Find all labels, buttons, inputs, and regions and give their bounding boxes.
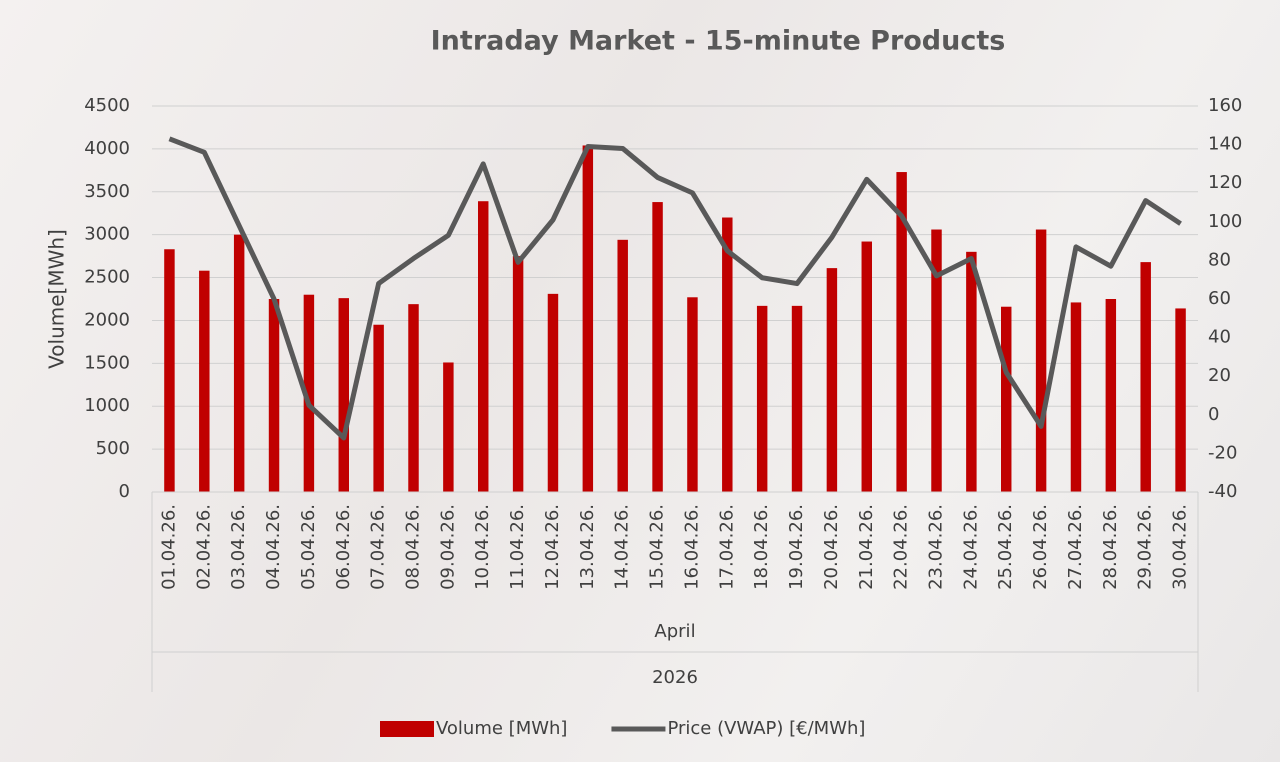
y2-tick-label: 160 — [1208, 95, 1242, 116]
bar — [1071, 302, 1081, 492]
y2-tick-label: -20 — [1208, 442, 1237, 463]
y-tick-label: 3000 — [84, 224, 130, 245]
y2-tick-label: 100 — [1208, 211, 1242, 232]
bar — [199, 271, 209, 492]
chart-title: Intraday Market - 15-minute Products — [431, 26, 1006, 57]
bar — [234, 235, 244, 492]
x-tick-label: 12.04.26. — [542, 504, 563, 590]
bar — [164, 249, 174, 492]
x-tick-label: 28.04.26. — [1100, 504, 1121, 590]
y2-tick-label: 140 — [1208, 134, 1242, 155]
x-tick-label: 07.04.26. — [368, 504, 389, 590]
bar — [339, 298, 349, 492]
y-tick-label: 2500 — [84, 267, 130, 288]
x-tick-label: 29.04.26. — [1135, 504, 1156, 590]
x-tick-label: 03.04.26. — [228, 504, 249, 590]
x-tick-label: 20.04.26. — [821, 504, 842, 590]
x-tick-label: 13.04.26. — [577, 504, 598, 590]
y-tick-label: 1500 — [84, 352, 130, 373]
x-tick-label: 25.04.26. — [995, 504, 1016, 590]
x-group-label: 2026 — [652, 667, 698, 688]
y2-tick-label: 120 — [1208, 172, 1242, 193]
y-tick-label: 1000 — [84, 395, 130, 416]
bar — [443, 362, 453, 492]
bar — [827, 268, 837, 492]
bar — [548, 294, 558, 492]
x-tick-label: 11.04.26. — [507, 504, 528, 590]
x-tick-label: 10.04.26. — [472, 504, 493, 590]
bar — [583, 145, 593, 492]
x-tick-label: 21.04.26. — [856, 504, 877, 590]
x-tick-label: 01.04.26. — [158, 504, 179, 590]
y2-tick-label: -40 — [1208, 481, 1237, 502]
bar — [513, 256, 523, 492]
bar — [862, 242, 872, 492]
bar — [1106, 299, 1116, 492]
y2-tick-label: 60 — [1208, 288, 1231, 309]
bar — [1140, 262, 1150, 492]
bar — [757, 306, 767, 492]
y-tick-label: 3500 — [84, 181, 130, 202]
y2-tick-label: 0 — [1208, 404, 1219, 425]
bar — [408, 304, 418, 492]
bar — [1036, 230, 1046, 492]
x-tick-label: 14.04.26. — [612, 504, 633, 590]
x-tick-label: 23.04.26. — [926, 504, 947, 590]
y-axis-label: Volume[MWh] — [45, 229, 69, 369]
x-tick-label: 19.04.26. — [786, 504, 807, 590]
x-tick-label: 05.04.26. — [298, 504, 319, 590]
price-line — [169, 139, 1180, 438]
x-tick-label: 17.04.26. — [716, 504, 737, 590]
bar — [478, 201, 488, 492]
bar — [617, 240, 627, 492]
bar — [792, 306, 802, 492]
y-tick-label: 500 — [96, 438, 130, 459]
x-tick-label: 15.04.26. — [647, 504, 668, 590]
y-tick-label: 4500 — [84, 95, 130, 116]
x-tick-label: 04.04.26. — [263, 504, 284, 590]
legend-swatch — [380, 721, 434, 737]
y2-tick-label: 40 — [1208, 327, 1231, 348]
x-tick-label: 24.04.26. — [960, 504, 981, 590]
y-tick-label: 2000 — [84, 309, 130, 330]
bar — [1175, 308, 1185, 492]
bar — [1001, 307, 1011, 492]
x-tick-label: 27.04.26. — [1065, 504, 1086, 590]
legend-label: Price (VWAP) [€/MWh] — [667, 718, 865, 739]
x-tick-label: 06.04.26. — [333, 504, 354, 590]
chart: Intraday Market - 15-minute Products Vol… — [0, 0, 1280, 762]
y2-tick-label: 20 — [1208, 365, 1231, 386]
x-tick-label: 26.04.26. — [1030, 504, 1051, 590]
y-tick-label: 0 — [119, 481, 130, 502]
bar — [966, 252, 976, 492]
bar — [652, 202, 662, 492]
y-tick-label: 4000 — [84, 138, 130, 159]
x-tick-label: 08.04.26. — [403, 504, 424, 590]
x-tick-label: 30.04.26. — [1170, 504, 1191, 590]
bar — [722, 218, 732, 492]
legend-label: Volume [MWh] — [436, 718, 567, 739]
bar — [687, 297, 697, 492]
x-tick-label: 18.04.26. — [751, 504, 772, 590]
x-tick-label: 09.04.26. — [437, 504, 458, 590]
x-tick-label: 02.04.26. — [193, 504, 214, 590]
x-tick-label: 16.04.26. — [681, 504, 702, 590]
bar — [269, 299, 279, 492]
bar — [373, 325, 383, 492]
x-group-label: April — [654, 621, 695, 642]
x-tick-label: 22.04.26. — [891, 504, 912, 590]
y2-tick-label: 80 — [1208, 249, 1231, 270]
